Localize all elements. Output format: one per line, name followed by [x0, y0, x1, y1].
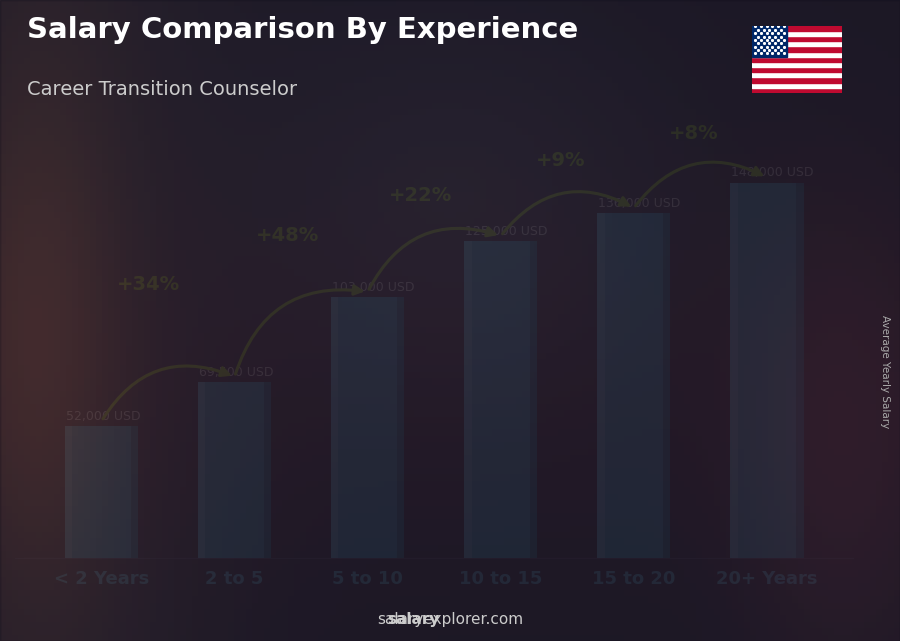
- Text: salaryexplorer.com: salaryexplorer.com: [377, 612, 523, 627]
- Text: 52,000 USD: 52,000 USD: [66, 410, 140, 423]
- Bar: [331, 297, 404, 558]
- Bar: [464, 241, 537, 558]
- Bar: [331, 297, 338, 558]
- Text: Average Yearly Salary: Average Yearly Salary: [879, 315, 890, 428]
- Bar: [752, 41, 842, 46]
- Bar: [264, 382, 271, 558]
- Bar: [752, 36, 842, 41]
- Bar: [198, 382, 271, 558]
- Bar: [731, 183, 804, 558]
- Bar: [397, 297, 404, 558]
- Text: +22%: +22%: [390, 187, 453, 205]
- Bar: [752, 31, 842, 36]
- Bar: [663, 213, 670, 558]
- Bar: [130, 426, 138, 558]
- Bar: [796, 183, 804, 558]
- Bar: [752, 46, 842, 51]
- Text: 136,000 USD: 136,000 USD: [598, 197, 680, 210]
- Bar: [65, 426, 138, 558]
- Bar: [198, 382, 205, 558]
- Bar: [598, 213, 670, 558]
- Bar: [752, 26, 787, 56]
- Text: +9%: +9%: [536, 151, 585, 170]
- Text: 103,000 USD: 103,000 USD: [332, 281, 414, 294]
- Text: salary: salary: [387, 612, 439, 627]
- Text: Salary Comparison By Experience: Salary Comparison By Experience: [27, 16, 578, 44]
- Bar: [752, 62, 842, 67]
- Bar: [752, 26, 842, 31]
- Bar: [598, 213, 605, 558]
- Bar: [752, 88, 842, 93]
- Bar: [752, 67, 842, 72]
- Bar: [752, 83, 842, 88]
- Bar: [464, 241, 472, 558]
- Text: Career Transition Counselor: Career Transition Counselor: [27, 80, 297, 99]
- Bar: [752, 56, 842, 62]
- Text: +8%: +8%: [669, 124, 718, 143]
- Text: 69,500 USD: 69,500 USD: [199, 365, 274, 379]
- Bar: [731, 183, 738, 558]
- Bar: [752, 72, 842, 78]
- Text: 148,000 USD: 148,000 USD: [731, 166, 814, 179]
- Text: +34%: +34%: [116, 275, 180, 294]
- Bar: [65, 426, 72, 558]
- Bar: [752, 78, 842, 83]
- Text: 125,000 USD: 125,000 USD: [465, 225, 547, 238]
- Bar: [752, 51, 842, 56]
- Text: +48%: +48%: [256, 226, 320, 246]
- Bar: [530, 241, 537, 558]
